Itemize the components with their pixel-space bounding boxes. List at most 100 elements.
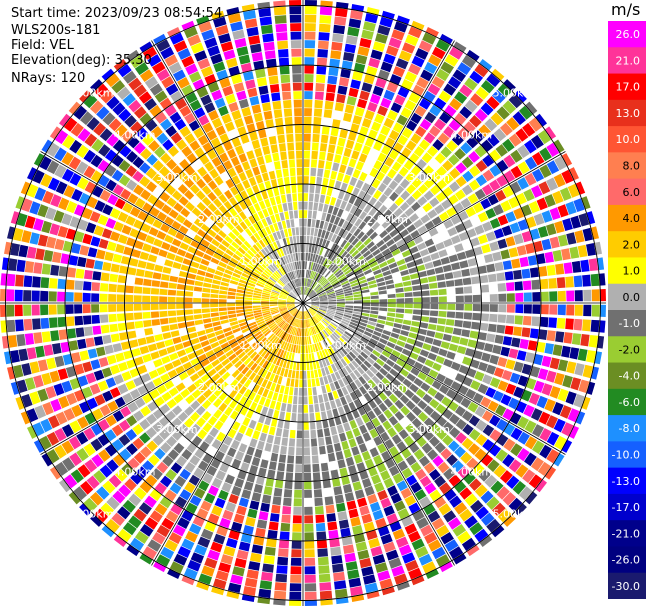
velocity-gate xyxy=(326,289,335,294)
velocity-gate xyxy=(288,438,296,447)
velocity-gate xyxy=(231,458,242,469)
velocity-gate xyxy=(234,432,244,442)
velocity-gate xyxy=(323,169,331,179)
velocity-gate xyxy=(467,193,479,205)
velocity-gate xyxy=(292,236,297,245)
velocity-gate xyxy=(255,253,263,261)
velocity-gate xyxy=(188,267,198,274)
velocity-gate xyxy=(427,83,441,96)
velocity-gate xyxy=(90,438,103,452)
velocity-gate xyxy=(214,234,224,243)
velocity-gate xyxy=(345,374,354,384)
velocity-gate xyxy=(508,133,522,147)
velocity-gate xyxy=(41,331,51,343)
velocity-gate xyxy=(211,10,225,20)
velocity-gate xyxy=(104,164,117,177)
velocity-gate xyxy=(71,243,81,254)
velocity-gate xyxy=(493,228,505,239)
velocity-gate xyxy=(210,541,223,553)
velocity-gate xyxy=(413,236,424,245)
velocity-gate xyxy=(235,450,245,461)
velocity-gate xyxy=(230,410,239,420)
colorbar-cell xyxy=(608,520,646,547)
velocity-gate xyxy=(63,474,78,489)
velocity-gate xyxy=(377,381,387,391)
velocity-gate xyxy=(121,463,134,476)
velocity-gate xyxy=(472,392,484,404)
velocity-gate xyxy=(439,366,450,376)
velocity-gate xyxy=(26,183,39,198)
velocity-gate xyxy=(252,244,260,253)
velocity-gate xyxy=(469,522,484,536)
velocity-gate xyxy=(333,267,341,275)
velocity-gate xyxy=(301,269,303,278)
velocity-gate xyxy=(367,280,377,285)
velocity-gate xyxy=(404,71,418,83)
velocity-gate xyxy=(406,373,417,382)
velocity-gate xyxy=(493,128,507,142)
velocity-gate xyxy=(297,404,303,413)
velocity-gate xyxy=(265,477,274,487)
velocity-gate xyxy=(193,309,202,314)
velocity-gate xyxy=(130,472,143,485)
velocity-gate xyxy=(304,600,317,606)
velocity-gate xyxy=(304,269,307,278)
velocity-gate xyxy=(368,537,381,549)
velocity-gate xyxy=(325,313,334,318)
velocity-gate xyxy=(383,398,393,408)
velocity-gate xyxy=(139,480,153,494)
velocity-gate xyxy=(68,436,82,450)
velocity-gate xyxy=(308,353,312,362)
velocity-gate xyxy=(224,121,235,132)
velocity-gate xyxy=(201,298,210,303)
velocity-gate xyxy=(160,373,170,383)
velocity-gate xyxy=(497,380,509,392)
velocity-gate xyxy=(219,77,231,89)
velocity-gate xyxy=(215,450,225,461)
velocity-gate xyxy=(7,258,18,271)
velocity-gate xyxy=(502,260,513,270)
velocity-gate xyxy=(252,166,261,176)
velocity-gate xyxy=(341,210,349,220)
velocity-gate xyxy=(213,61,226,73)
velocity-gate xyxy=(269,305,278,308)
velocity-gate xyxy=(257,280,265,286)
velocity-gate xyxy=(60,341,70,353)
velocity-gate xyxy=(132,156,145,169)
velocity-gate xyxy=(243,388,252,398)
velocity-gate xyxy=(387,383,397,393)
velocity-gate xyxy=(291,326,295,335)
velocity-gate xyxy=(276,471,285,480)
velocity-gate xyxy=(77,464,91,478)
velocity-gate xyxy=(386,341,396,349)
velocity-gate xyxy=(99,314,109,323)
velocity-gate xyxy=(548,317,557,328)
velocity-gate xyxy=(336,424,345,434)
velocity-gate xyxy=(218,402,228,413)
velocity-gate xyxy=(343,544,355,554)
velocity-gate xyxy=(213,209,223,219)
velocity-gate xyxy=(304,133,311,142)
velocity-gate xyxy=(532,304,541,314)
velocity-gate xyxy=(40,277,50,289)
velocity-gate xyxy=(555,263,565,275)
velocity-gate xyxy=(249,324,258,330)
velocity-gate xyxy=(395,223,406,233)
velocity-gate xyxy=(234,37,247,49)
velocity-gate xyxy=(211,477,223,489)
velocity-gate xyxy=(125,294,134,302)
velocity-gate xyxy=(309,291,316,298)
velocity-gate xyxy=(319,307,327,311)
velocity-gate xyxy=(336,172,345,182)
velocity-gate xyxy=(54,355,65,368)
velocity-gate xyxy=(221,358,230,367)
velocity-gate xyxy=(203,277,213,283)
start-time-line: Start time: 2023/09/23 08:54:54 xyxy=(11,6,222,21)
velocity-gate xyxy=(145,167,157,179)
velocity-gate xyxy=(193,292,202,297)
velocity-gate xyxy=(356,255,365,263)
velocity-gate xyxy=(108,474,122,488)
velocity-gate xyxy=(261,406,269,416)
velocity-gate xyxy=(298,336,301,345)
velocity-gate xyxy=(392,122,404,134)
